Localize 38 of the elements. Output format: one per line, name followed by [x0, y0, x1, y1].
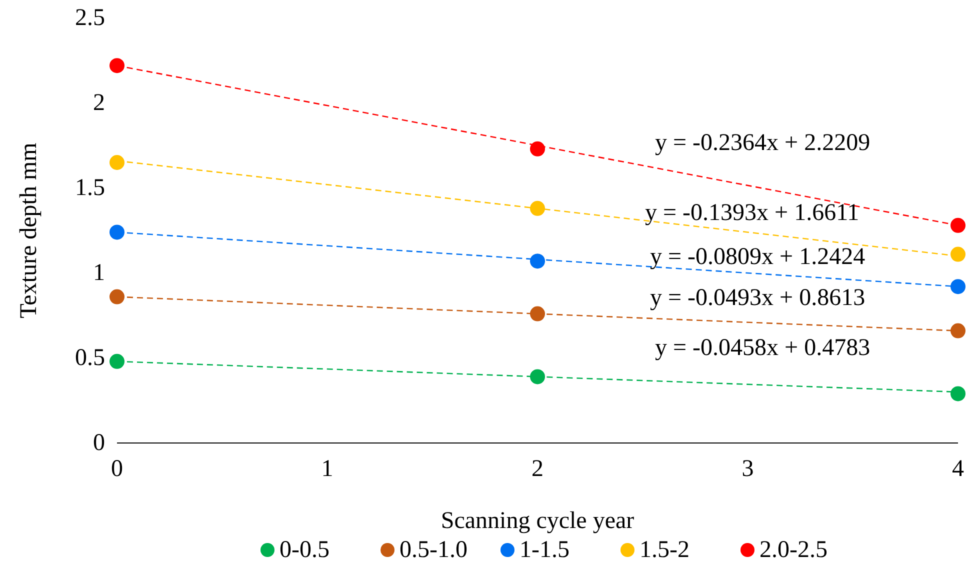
point: [950, 218, 966, 233]
point: [530, 369, 545, 384]
legend-label: 1.5-2: [640, 537, 690, 563]
x-tick-label: 1: [321, 456, 334, 482]
annotation: y = -0.2364x + 2.2209: [655, 130, 870, 156]
y-tick-label: 0.5: [75, 345, 105, 371]
legend-label: 0.5-1.0: [400, 537, 468, 563]
x-tick-label: 4: [952, 456, 964, 482]
y-tick-label: 1: [93, 260, 105, 286]
point: [950, 279, 966, 294]
x-axis-title: Scanning cycle year: [440, 508, 634, 534]
x-tick-label: 2: [532, 456, 544, 482]
annotation: y = -0.0493x + 0.8613: [650, 285, 866, 311]
y-tick-label: 1.5: [75, 175, 105, 201]
y-axis-title: Texture depth mm: [16, 142, 42, 318]
point: [110, 354, 124, 369]
x-tick-label: 0: [111, 456, 123, 482]
point: [110, 224, 124, 240]
annotation: y = -0.0809x + 1.2424: [650, 244, 866, 270]
annotation: y = -0.1393x + 1.6611: [645, 200, 860, 226]
point: [110, 58, 124, 74]
annotation: y = -0.0458x + 0.4783: [655, 335, 870, 361]
legend-label: 2.0-2.5: [760, 537, 828, 563]
point: [950, 386, 966, 402]
x-tick-label: 3: [742, 456, 754, 482]
point: [110, 289, 124, 304]
point: [530, 254, 545, 269]
point: [950, 246, 966, 262]
point: [530, 200, 545, 216]
point: [950, 323, 966, 338]
y-tick-label: 2.5: [75, 5, 105, 31]
point: [110, 155, 124, 170]
legend-label: 0-0.5: [280, 537, 330, 563]
point: [530, 306, 545, 322]
point: [530, 141, 545, 156]
y-tick-label: 0: [93, 430, 105, 456]
legend-label: 1-1.5: [520, 537, 570, 563]
y-tick-label: 2: [93, 90, 105, 116]
